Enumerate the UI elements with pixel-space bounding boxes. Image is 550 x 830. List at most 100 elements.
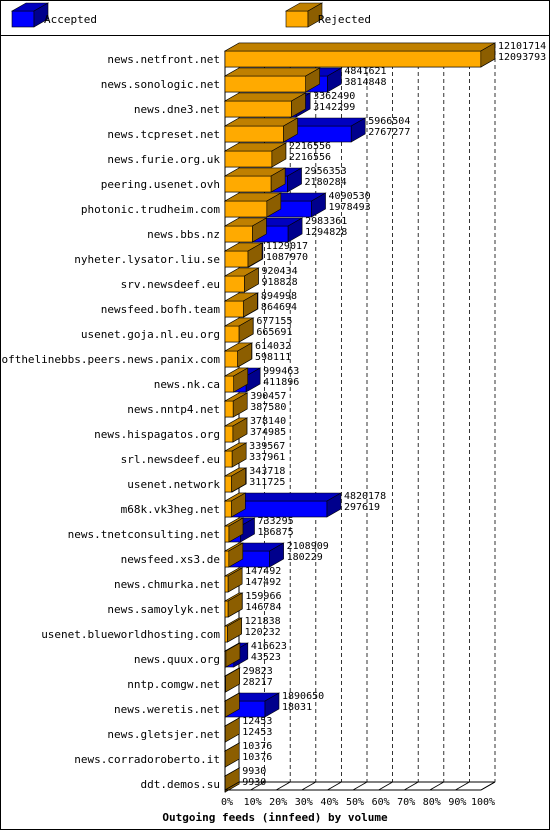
category-label: news.furie.org.uk bbox=[107, 153, 220, 166]
bar-row bbox=[223, 167, 303, 193]
category-label: nntp.comgw.net bbox=[127, 678, 220, 691]
category-label: endofthelinebbs.peers.news.panix.com bbox=[0, 353, 220, 366]
bar-row bbox=[223, 417, 249, 443]
x-tick-label: 20% bbox=[269, 797, 287, 808]
value-label-accepted: 416623 bbox=[251, 641, 287, 652]
value-label-rejected: 120232 bbox=[245, 627, 281, 638]
value-label-accepted: 677155 bbox=[256, 316, 292, 327]
bar-row bbox=[223, 142, 288, 168]
bar-row bbox=[223, 292, 260, 318]
x-tick-label: 10% bbox=[244, 797, 262, 808]
x-tick-6 bbox=[378, 781, 393, 791]
bar-rejected bbox=[223, 142, 288, 168]
category-label: photonic.trudheim.com bbox=[81, 203, 220, 216]
legend-swatch-accepted bbox=[10, 2, 50, 28]
bar-row bbox=[223, 667, 241, 693]
value-label-rejected: 28217 bbox=[243, 677, 273, 688]
value-label-rejected: 1087970 bbox=[266, 252, 308, 263]
category-label: peering.usenet.ovh bbox=[101, 178, 220, 191]
category-label: m68k.vk3heg.net bbox=[121, 503, 220, 516]
value-label-rejected: 18031 bbox=[282, 702, 312, 713]
x-tick-7 bbox=[404, 781, 419, 791]
legend-label-rejected: Rejected bbox=[318, 13, 371, 26]
value-label-accepted: 4841621 bbox=[344, 66, 386, 77]
category-label: news.tnetconsulting.net bbox=[68, 528, 220, 541]
category-label: usenet.goja.nl.eu.org bbox=[81, 328, 220, 341]
bar-row bbox=[223, 467, 248, 493]
legend-swatch-rejected bbox=[284, 2, 324, 28]
value-label-rejected: 2767277 bbox=[368, 127, 410, 138]
bar-rejected bbox=[223, 167, 287, 193]
value-label-accepted: 147492 bbox=[245, 566, 281, 577]
value-label-rejected: 3814848 bbox=[344, 77, 386, 88]
bar-rejected bbox=[223, 342, 253, 368]
bar-rejected bbox=[223, 417, 249, 443]
bar-row bbox=[223, 692, 281, 718]
x-tick-1 bbox=[250, 781, 265, 791]
bar-rejected bbox=[223, 492, 247, 518]
value-label-rejected: 411896 bbox=[263, 377, 299, 388]
bar-rejected bbox=[223, 767, 241, 793]
bar-row bbox=[223, 242, 265, 268]
bar-rejected bbox=[223, 242, 264, 268]
value-label-accepted: 378140 bbox=[250, 416, 286, 427]
bar-rejected bbox=[223, 517, 245, 543]
value-label-rejected: 665691 bbox=[256, 327, 292, 338]
bar-row bbox=[223, 367, 262, 393]
value-label-accepted: 2216556 bbox=[289, 141, 331, 152]
bar-rejected bbox=[223, 367, 249, 393]
bar-row bbox=[223, 492, 343, 518]
category-label: news.weretis.net bbox=[114, 703, 220, 716]
x-tick-5 bbox=[352, 781, 368, 791]
value-label-accepted: 2108909 bbox=[287, 541, 329, 552]
bar-rejected bbox=[223, 42, 496, 68]
category-label: news.quux.org bbox=[134, 653, 220, 666]
category-labels: news.netfront.net news.sonologic.net news.… bbox=[0, 53, 220, 791]
value-label-rejected: 337961 bbox=[249, 452, 285, 463]
value-label-rejected: 147492 bbox=[245, 577, 281, 588]
bar-rejected bbox=[223, 667, 241, 693]
bar-rejected bbox=[223, 267, 260, 293]
bar-row bbox=[223, 117, 367, 143]
value-label-rejected: 918828 bbox=[261, 277, 297, 288]
bar-row bbox=[223, 267, 260, 293]
category-label: news.nntp4.net bbox=[127, 403, 220, 416]
value-label-accepted: 339567 bbox=[249, 441, 285, 452]
value-label-rejected: 598111 bbox=[255, 352, 291, 363]
bar-row bbox=[223, 517, 256, 543]
value-label-rejected: 180229 bbox=[287, 552, 323, 563]
bar-row bbox=[223, 617, 243, 643]
bar-row bbox=[223, 542, 285, 568]
value-label-rejected: 297619 bbox=[344, 502, 380, 513]
category-label: srv.newsdeef.eu bbox=[121, 278, 220, 291]
bar-row bbox=[223, 67, 343, 93]
bar-row bbox=[223, 392, 249, 418]
value-label-accepted: 121838 bbox=[245, 616, 281, 627]
value-label-accepted: 343718 bbox=[249, 466, 285, 477]
x-tick-label: 30% bbox=[295, 797, 313, 808]
x-tick-label: 60% bbox=[372, 797, 390, 808]
bar-rejected bbox=[223, 592, 244, 618]
x-tick-10 bbox=[480, 781, 496, 791]
bar-row bbox=[223, 717, 241, 743]
category-label: news.corradoroberto.it bbox=[74, 753, 220, 766]
value-label-accepted: 5966504 bbox=[368, 116, 410, 127]
category-label: news.samoylyk.net bbox=[107, 603, 220, 616]
bar-rejected bbox=[223, 117, 299, 143]
value-label-accepted: 1890650 bbox=[282, 691, 324, 702]
value-label-accepted: 12453 bbox=[242, 716, 272, 727]
x-tick-label: 80% bbox=[423, 797, 441, 808]
category-label: srl.newsdeef.eu bbox=[121, 453, 220, 466]
x-tick-0 bbox=[224, 781, 240, 791]
bar-rejected bbox=[223, 292, 259, 318]
x-tick-3 bbox=[301, 781, 316, 791]
x-tick-label: 0% bbox=[221, 797, 233, 808]
bar-row bbox=[223, 592, 244, 618]
bar-row bbox=[223, 192, 327, 218]
bar-rejected bbox=[223, 692, 241, 718]
bar-row bbox=[223, 442, 248, 468]
value-label-rejected: 146784 bbox=[245, 602, 281, 613]
value-label-accepted: 29823 bbox=[243, 666, 273, 677]
category-label: news.chmurka.net bbox=[114, 578, 220, 591]
